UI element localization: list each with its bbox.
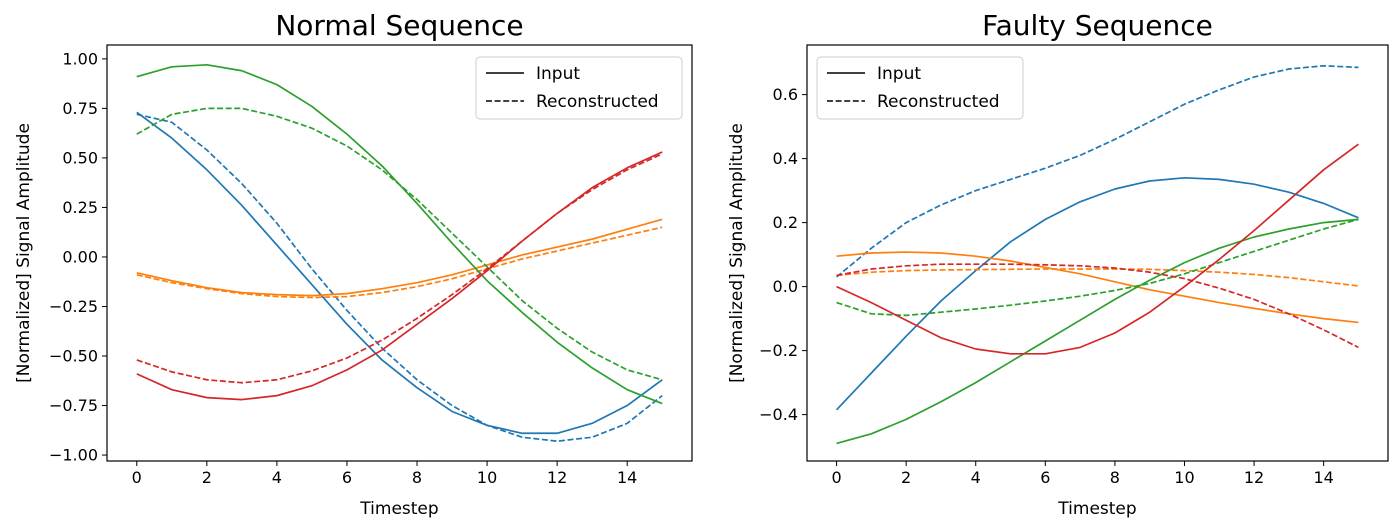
chart-normal-sequence: 0 2 4 6 8 10 12 14 −1.00 −0.75 −0.50 −0.25 0.00 0.25 0… bbox=[14, 9, 693, 519]
y-tick-label: 0.25 bbox=[62, 198, 98, 217]
y-tick-label: −0.4 bbox=[759, 405, 798, 424]
legend-entry-label: Input bbox=[536, 64, 580, 84]
y-tick-label: −0.2 bbox=[759, 341, 798, 360]
y-axis-label: [Normalized] Signal Amplitude bbox=[727, 123, 747, 383]
legend-entry-label: Reconstructed bbox=[536, 92, 659, 112]
x-tick-label: 2 bbox=[901, 468, 911, 487]
x-tick-label: 10 bbox=[477, 468, 497, 487]
y-tick-label: 0.75 bbox=[62, 99, 98, 118]
x-tick-label: 4 bbox=[272, 468, 282, 487]
series-line-green-input bbox=[836, 218, 1359, 445]
series-line-orange-reconstructed bbox=[836, 268, 1359, 287]
x-axis-label: Timestep bbox=[359, 499, 438, 519]
series-group bbox=[835, 64, 1359, 445]
series-group bbox=[136, 63, 663, 443]
series-line-orange-input bbox=[136, 218, 663, 297]
legend-box bbox=[816, 56, 1024, 120]
series-line-red-reconstructed bbox=[136, 153, 663, 384]
plot-frame bbox=[106, 44, 693, 462]
y-tick-label: 0.00 bbox=[62, 247, 98, 266]
x-tick-label: 14 bbox=[1313, 468, 1333, 487]
y-tick-label: 1.00 bbox=[62, 49, 98, 68]
legend-entry-label: Reconstructed bbox=[877, 92, 1000, 112]
series-line-blue-reconstructed bbox=[836, 64, 1359, 278]
x-tick-label: 6 bbox=[1040, 468, 1050, 487]
y-tick-label: −1.00 bbox=[49, 446, 98, 465]
legend-entry-label: Input bbox=[877, 64, 921, 84]
x-tick-label: 10 bbox=[1174, 468, 1194, 487]
series-line-blue-input bbox=[835, 176, 1359, 411]
x-tick-label: 12 bbox=[1244, 468, 1264, 487]
chart-faulty-sequence: 0 2 4 6 8 10 12 14 −0.4 −0.2 0.0 0.2 0.4 0.6 Faulty Se… bbox=[727, 9, 1389, 519]
y-tick-label: 0.50 bbox=[62, 148, 98, 167]
series-line-blue-input bbox=[136, 111, 663, 435]
x-tick-label: 4 bbox=[971, 468, 981, 487]
x-tick-label: 12 bbox=[547, 468, 567, 487]
legend: Input Reconstructed bbox=[475, 56, 683, 120]
legend-box bbox=[475, 56, 683, 120]
series-line-orange-reconstructed bbox=[136, 226, 663, 299]
series-line-green-reconstructed bbox=[836, 218, 1359, 317]
x-tick-label: 0 bbox=[132, 468, 142, 487]
x-tick-label: 8 bbox=[412, 468, 422, 487]
y-tick-label: −0.25 bbox=[49, 297, 98, 316]
legend: Input Reconstructed bbox=[816, 56, 1024, 120]
chart-title: Normal Sequence bbox=[275, 9, 523, 42]
chart-title: Faulty Sequence bbox=[982, 9, 1213, 42]
series-line-green-reconstructed bbox=[136, 107, 663, 381]
series-line-red-input bbox=[836, 143, 1359, 355]
plot-frame bbox=[806, 44, 1389, 462]
x-tick-label: 2 bbox=[202, 468, 212, 487]
x-tick-label: 6 bbox=[342, 468, 352, 487]
y-tick-label: −0.50 bbox=[49, 347, 98, 366]
x-tick-label: 8 bbox=[1110, 468, 1120, 487]
series-line-blue-reconstructed bbox=[136, 113, 663, 443]
x-tick-label: 14 bbox=[617, 468, 637, 487]
y-tick-label: 0.0 bbox=[773, 277, 798, 296]
y-tick-label: 0.6 bbox=[773, 85, 798, 104]
series-line-orange-input bbox=[836, 251, 1359, 324]
y-tick-label: 0.2 bbox=[773, 213, 798, 232]
series-line-red-reconstructed bbox=[836, 263, 1359, 349]
x-axis-label: Timestep bbox=[1057, 499, 1136, 519]
x-tick-label: 0 bbox=[831, 468, 841, 487]
y-tick-label: 0.4 bbox=[773, 149, 798, 168]
y-tick-label: −0.75 bbox=[49, 396, 98, 415]
y-axis-label: [Normalized] Signal Amplitude bbox=[14, 123, 34, 383]
